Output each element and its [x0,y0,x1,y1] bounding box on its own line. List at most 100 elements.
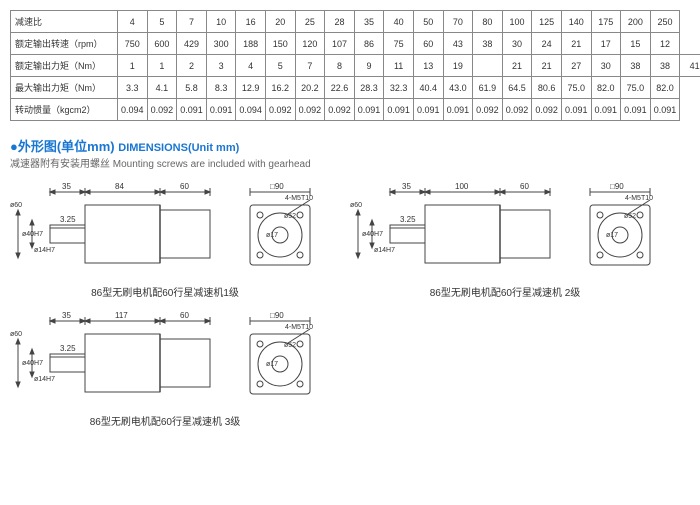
svg-text:ø60: ø60 [350,202,362,209]
cell: 75 [384,33,414,55]
svg-text:ø40H7: ø40H7 [22,231,43,238]
svg-text:ø17: ø17 [266,232,278,239]
cell: 3.3 [118,77,148,99]
cell: 40.4 [413,77,443,99]
cell: 600 [147,33,177,55]
svg-text:3.25: 3.25 [60,215,76,224]
svg-text:ø14H7: ø14H7 [34,376,55,383]
cell: 21 [502,55,532,77]
title-sub: DIMENSIONS(Unit mm) [118,142,239,154]
svg-text:117: 117 [115,311,128,320]
cell: 82.0 [591,77,621,99]
cell: 30 [591,55,621,77]
cell: 8.3 [206,77,236,99]
spec-table: 减速比4571016202528354050708010012514017520… [10,10,700,121]
svg-text:ø52: ø52 [284,213,296,220]
cell: 0.091 [561,99,591,121]
cell: 38 [473,33,503,55]
svg-text:100: 100 [455,182,469,191]
cell: 35 [354,11,384,33]
cell: 61.9 [473,77,503,99]
table-row: 额定输出转速（rpm）75060042930018815012010786756… [11,33,700,55]
table-row: 最大输出力矩（Nm）3.34.15.88.312.916.220.222.628… [11,77,700,99]
cell: 107 [325,33,355,55]
cell: 28 [325,11,355,33]
table-row: 额定输出力矩（Nm）11234578911131921212730383841 [11,55,700,77]
cell: 0.091 [591,99,621,121]
cell: 0.091 [354,99,384,121]
cell: 17 [591,33,621,55]
cell: 21 [561,33,591,55]
diagram-group: 358460 3.25 ø60 ø40H7 ø14H7 □90 4-M5T10 … [10,180,320,299]
row-label: 额定输出力矩（Nm） [11,55,118,77]
cell: 5 [147,11,177,33]
cell: 0.091 [384,99,414,121]
section-note: 减速器附有安装用螺丝 Mounting screws are included … [10,155,700,170]
svg-text:ø14H7: ø14H7 [374,247,395,254]
cell: 0.094 [118,99,148,121]
cell: 25 [295,11,325,33]
cell: 64.5 [502,77,532,99]
svg-text:ø14H7: ø14H7 [34,247,55,254]
cell: 27 [561,55,591,77]
table-row: 转动惯量（kgcm2）0.0940.0920.0910.0910.0940.09… [11,99,700,121]
svg-text:3.25: 3.25 [400,215,416,224]
table-row: 减速比4571016202528354050708010012514017520… [11,11,700,33]
diagrams-row-2: 3511760 3.25 ø60 ø40H7 ø14H7 □90 4-M5T10… [10,309,700,428]
cell: 24 [532,33,562,55]
cell: 300 [206,33,236,55]
cell: 9 [354,55,384,77]
cell: 10 [206,11,236,33]
row-label: 额定输出转速（rpm） [11,33,118,55]
svg-text:60: 60 [180,311,189,320]
row-label: 减速比 [11,11,118,33]
cell: 0.092 [473,99,503,121]
cell: 0.092 [532,99,562,121]
svg-text:4-M5T10: 4-M5T10 [625,195,653,202]
cell: 0.091 [621,99,651,121]
row-label: 转动惯量（kgcm2） [11,99,118,121]
svg-text:4-M5T10: 4-M5T10 [285,195,313,202]
cell: 12 [650,33,680,55]
cell: 82.0 [650,77,680,99]
cell: 0.091 [443,99,473,121]
cell: 21 [532,55,562,77]
cell: 43.0 [443,77,473,99]
title-text: ●外形图(单位mm) [10,139,115,154]
cell: 43 [443,33,473,55]
cell: 15 [621,33,651,55]
svg-text:3.25: 3.25 [60,344,76,353]
cell: 4.1 [147,77,177,99]
cell: 80.6 [532,77,562,99]
side-view: 358460 3.25 ø60 ø40H7 ø14H7 [10,180,230,280]
diagram-pair: 3511760 3.25 ø60 ø40H7 ø14H7 □90 4-M5T10… [10,309,320,409]
cell: 120 [295,33,325,55]
cell: 50 [413,11,443,33]
cell: 13 [413,55,443,77]
svg-text:ø17: ø17 [266,361,278,368]
diagram-group: 3511760 3.25 ø60 ø40H7 ø14H7 □90 4-M5T10… [10,309,320,428]
svg-text:ø40H7: ø40H7 [362,231,383,238]
cell: 0.092 [502,99,532,121]
svg-text:ø60: ø60 [10,331,22,338]
diagram-pair: 3510060 3.25 ø60 ø40H7 ø14H7 □90 4-M5T10… [350,180,660,280]
cell: 1 [118,55,148,77]
cell: 4 [118,11,148,33]
cell: 5 [265,55,295,77]
cell: 75.0 [621,77,651,99]
svg-text:60: 60 [520,182,529,191]
cell: 80 [473,11,503,33]
cell: 188 [236,33,266,55]
cell: 7 [177,11,207,33]
cell: 30 [502,33,532,55]
svg-text:4-M5T10: 4-M5T10 [285,324,313,331]
cell: 750 [118,33,148,55]
row-label: 最大输出力矩（Nm） [11,77,118,99]
cell: 12.9 [236,77,266,99]
cell: 100 [502,11,532,33]
cell: 19 [443,55,473,77]
diagram-label: 86型无刷电机配60行星减速机1级 [91,284,239,299]
cell: 1 [147,55,177,77]
svg-text:35: 35 [402,182,411,191]
svg-text:□90: □90 [270,182,284,191]
